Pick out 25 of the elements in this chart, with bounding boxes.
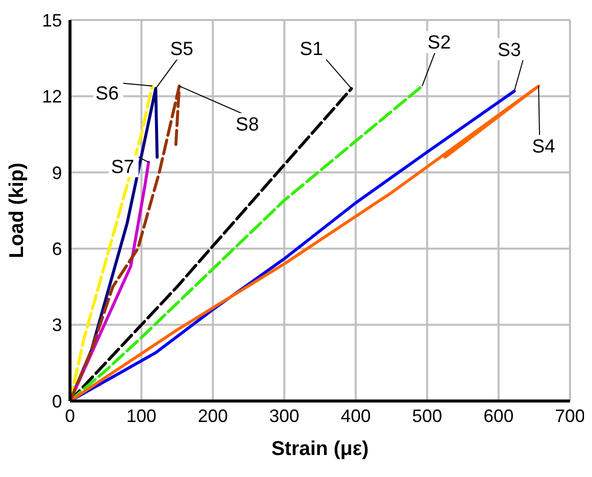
x-tick-label: 500 [412, 406, 442, 426]
series-label: S5 [170, 39, 194, 60]
y-tick-label: 3 [52, 315, 62, 336]
y-tick-label: 12 [42, 86, 62, 107]
y-tick-label: 0 [52, 391, 62, 412]
y-axis-title: Load (kip) [6, 162, 28, 258]
x-tick-label: 100 [126, 406, 156, 426]
series-label: S6 [96, 84, 119, 105]
y-tick-label: 6 [52, 238, 62, 259]
line-series [70, 84, 181, 401]
y-tick-label: 15 [42, 10, 62, 30]
x-axis-title: Strain (με) [271, 438, 369, 460]
y-tick-label: 9 [52, 162, 62, 183]
x-tick-label: 200 [198, 406, 228, 426]
series-label: S4 [532, 136, 556, 158]
x-tick-label: 0 [64, 406, 76, 426]
series-label: S2 [428, 32, 451, 54]
series-label: S7 [110, 156, 134, 178]
x-tick-label: 700 [554, 406, 586, 426]
series-label: S3 [498, 40, 521, 61]
x-tick-label: 400 [340, 406, 371, 426]
x-tick-label: 300 [269, 406, 300, 426]
x-tick-label: 600 [484, 406, 514, 426]
text: S1 [300, 39, 324, 60]
text: S8 [236, 114, 259, 136]
